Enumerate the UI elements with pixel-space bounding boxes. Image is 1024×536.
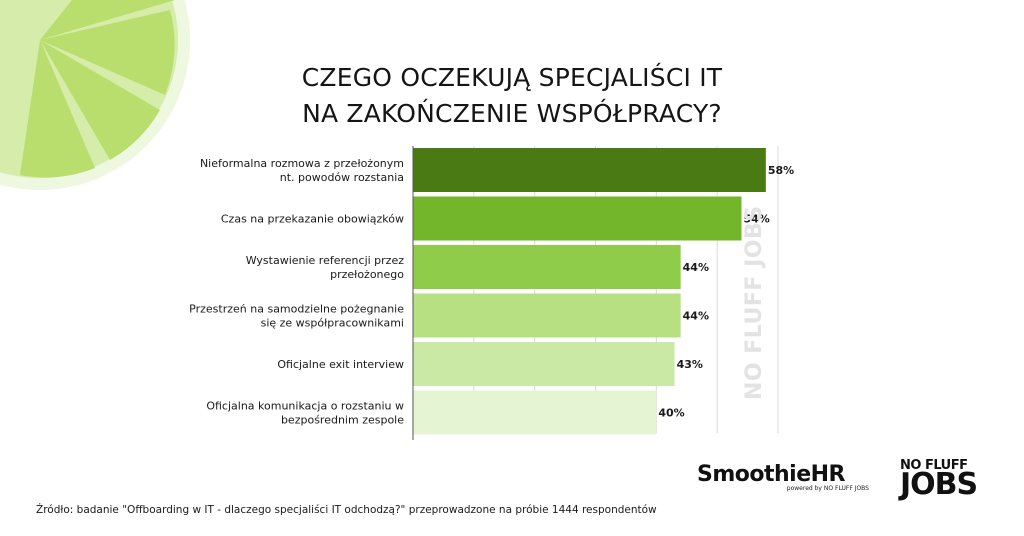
category-label-line: Nieformalna rozmowa z przełożonym	[200, 157, 404, 170]
bar-1	[413, 148, 766, 192]
category-label-6: Oficjalna komunikacja o rozstaniu w bezpo…	[206, 400, 404, 427]
source-note: Źródło: badanie "Offboarding w IT - dlac…	[36, 504, 657, 516]
bar-2	[413, 196, 742, 241]
bar-6	[413, 390, 657, 435]
category-label-1: Nieformalna rozmowa z przełożonym nt. pow…	[200, 157, 404, 184]
smoothiehr-logo-name: SmoothieHR	[697, 462, 846, 487]
lime-slice-decoration	[0, 0, 190, 190]
category-label-4: Przestrzeń na samodzielne pożegnanie się …	[189, 303, 404, 330]
bar-4	[413, 293, 681, 338]
value-label-3: 44%	[683, 261, 709, 274]
smoothiehr-logo: SmoothieHR powered by NO FLUFF JOBS	[697, 462, 877, 492]
smoothiehr-logo-sub: powered by NO FLUFF JOBS	[786, 485, 869, 492]
category-label-line: się ze współpracownikami	[261, 317, 404, 330]
value-label-1: 58%	[768, 164, 794, 177]
category-label-line: Wystawienie referencji przez	[246, 254, 405, 267]
value-labels: 58% 54% 44% 44% 43% 40%	[658, 164, 794, 420]
value-label-5: 43%	[677, 358, 703, 371]
value-label-6: 40%	[658, 407, 684, 420]
category-label-line: nt. powodów rozstania	[280, 171, 404, 184]
category-label-line: Czas na przekazanie obowiązków	[221, 213, 404, 226]
chart-title-line-2: NA ZAKOŃCZENIE WSPÓŁPRACY?	[302, 99, 722, 128]
bars	[413, 148, 766, 435]
category-label-line: Oficjalna komunikacja o rozstaniu w	[206, 400, 404, 413]
chart-title: CZEGO OCZEKUJĄ SPECJALIŚCI IT NA ZAKOŃCZ…	[0, 60, 1024, 132]
nofluffjobs-logo-top: NO FLUFF	[900, 458, 968, 473]
category-label-5: Oficjalne exit interview	[277, 358, 404, 371]
category-label-line: Przestrzeń na samodzielne pożegnanie	[189, 303, 404, 316]
nofluffjobs-logo: NO FLUFF JOBS	[900, 458, 995, 502]
category-label-line: przełożonego	[330, 268, 404, 281]
category-label-2: Czas na przekazanie obowiązków	[221, 213, 404, 226]
nofluffjobs-logo-bottom: JOBS	[900, 467, 978, 502]
category-label-3: Wystawienie referencji przez przełożonego	[246, 254, 405, 281]
value-label-2: 54%	[744, 213, 770, 226]
bar-5	[413, 342, 675, 386]
value-label-4: 44%	[683, 310, 709, 323]
watermark-text: NO FLUFF JOBS	[742, 205, 767, 400]
category-labels: Nieformalna rozmowa z przełożonym nt. pow…	[189, 157, 404, 427]
chart-title-line-1: CZEGO OCZEKUJĄ SPECJALIŚCI IT	[301, 63, 723, 92]
category-label-line: Oficjalne exit interview	[277, 358, 404, 371]
bar-3	[413, 245, 681, 289]
category-label-line: bezpośrednim zespole	[281, 414, 404, 427]
